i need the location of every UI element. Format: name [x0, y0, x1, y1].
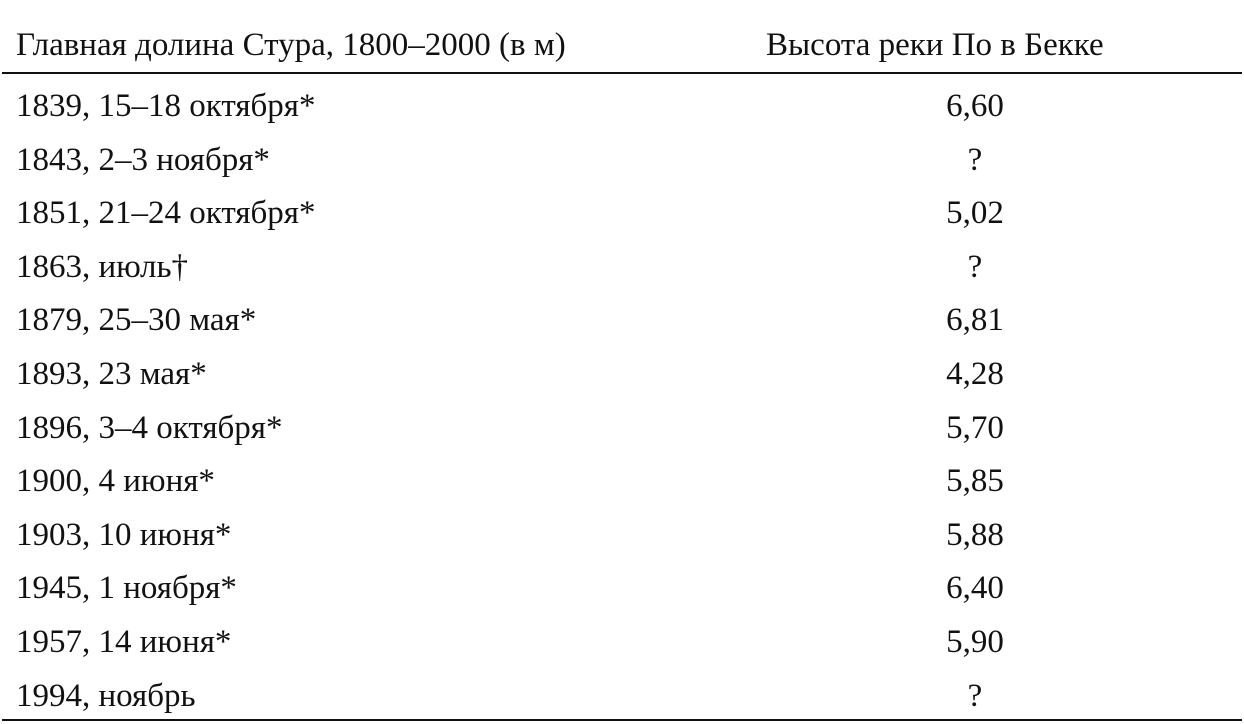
- height-cell: 5,70: [946, 409, 1004, 446]
- date-cell: 1903, 10 июня*: [16, 516, 232, 553]
- height-cell: 6,60: [946, 88, 1004, 124]
- date-cell: 1945, 1 ноября*: [16, 570, 237, 607]
- header-rule: [2, 72, 1242, 74]
- height-cell: 5,85: [946, 463, 1004, 500]
- height-cell: 6,81: [946, 302, 1004, 339]
- height-cell: 5,88: [946, 516, 1004, 553]
- height-cell: 5,02: [946, 195, 1004, 232]
- height-cell: ?: [967, 677, 983, 714]
- date-cell: 1900, 4 июня*: [16, 463, 215, 500]
- header-cell: Главная долина Стура, 1800–2000 (в м): [16, 27, 566, 63]
- height-cell: ?: [967, 141, 983, 178]
- height-cell: 4,28: [946, 356, 1004, 392]
- height-cell: 6,40: [946, 570, 1004, 607]
- height-cell: 5,90: [946, 624, 1004, 660]
- date-cell: 1896, 3–4 октября*: [16, 409, 283, 446]
- date-cell: 1839, 15–18 октября*: [16, 88, 316, 124]
- date-cell: 1879, 25–30 мая*: [16, 302, 257, 339]
- height-cell: ?: [967, 248, 983, 285]
- date-cell: 1994, ноябрь: [16, 677, 196, 714]
- header-cell: Высота реки По в Бекке: [766, 27, 1104, 63]
- date-cell: 1957, 14 июня*: [16, 624, 232, 660]
- date-cell: 1843, 2–3 ноября*: [16, 141, 270, 178]
- bottom-rule: [2, 719, 1242, 721]
- date-cell: 1851, 21–24 октября*: [16, 195, 316, 232]
- date-cell: 1893, 23 мая*: [16, 356, 207, 392]
- date-cell: 1863, июль†: [16, 248, 189, 285]
